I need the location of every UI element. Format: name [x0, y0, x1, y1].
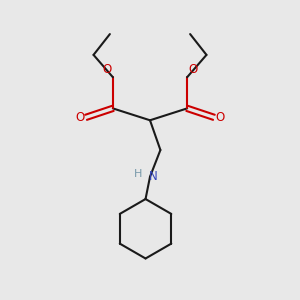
- Text: O: O: [215, 111, 224, 124]
- Text: N: N: [148, 170, 157, 183]
- Text: O: O: [188, 63, 197, 76]
- Text: O: O: [76, 111, 85, 124]
- Text: O: O: [103, 63, 112, 76]
- Text: H: H: [134, 169, 142, 179]
